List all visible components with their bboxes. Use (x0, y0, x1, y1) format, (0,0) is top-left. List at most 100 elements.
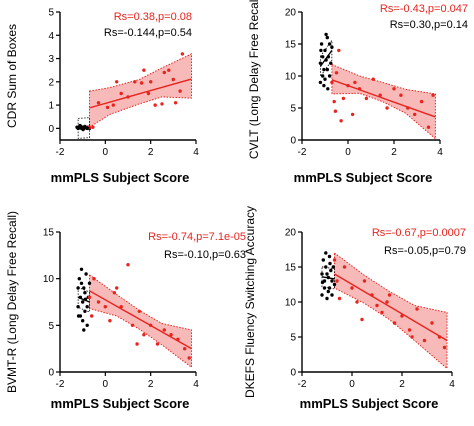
black-data-point (322, 286, 327, 290)
red-data-point (385, 300, 389, 304)
y-axis-title: CVLT (Long Delay Free Recall) (247, 0, 261, 159)
red-data-point (155, 342, 160, 346)
chart-panel-1: 0 1 2 3 4 5 -2 0 2 4 Rs=0.38,p=0.08 Rs=-0.144,p=0.5… (5, 8, 199, 186)
y-axis-title: BVMT-R (Long Delay Free Recall) (5, 211, 19, 393)
red-fit-line (89, 78, 192, 109)
red-data-point (180, 52, 185, 56)
stat-annotation-red: Rs=-0.74,p=7.1e-05 (148, 231, 246, 243)
black-data-point (324, 251, 328, 255)
black-data-point (327, 254, 332, 259)
black-data-point (76, 286, 80, 290)
black-data-point (330, 279, 334, 283)
y-tick-label: 15 (285, 40, 297, 51)
black-data-point (83, 291, 87, 295)
red-data-point (87, 295, 92, 299)
red-data-point (111, 103, 116, 107)
red-data-point (153, 103, 157, 107)
red-data-point (115, 80, 119, 84)
black-data-point (329, 61, 333, 65)
stat-annotation-black: Rs=-0.10,p=0.63 (164, 249, 246, 261)
x-tick-label: 0 (345, 147, 351, 158)
y-tick-label: 5 (48, 321, 54, 332)
y-tick-label: 0 (290, 368, 296, 379)
confidence-band (89, 273, 192, 369)
x-tick-label: 2 (148, 147, 154, 158)
black-data-point (85, 323, 89, 327)
black-confidence-band (321, 266, 335, 290)
red-data-point (171, 77, 175, 82)
red-data-point (410, 335, 414, 339)
black-data-point (76, 314, 81, 318)
red-data-point (133, 80, 137, 84)
black-data-point (324, 265, 328, 269)
y-axis-title: CDR Sum of Boxes (5, 24, 19, 128)
black-data-point (320, 272, 324, 276)
red-data-point (169, 333, 173, 337)
black-data-point (328, 261, 332, 266)
black-data-point (331, 265, 335, 269)
red-data-point (426, 125, 431, 129)
red-fit-line (334, 273, 448, 342)
red-data-point (187, 356, 191, 360)
black-data-point (330, 45, 334, 49)
black-data-point (79, 281, 84, 285)
x-tick-label: 4 (449, 379, 455, 390)
red-data-point (173, 101, 178, 105)
red-data-point (162, 70, 166, 75)
black-confidence-band (77, 286, 90, 313)
black-data-point (326, 289, 330, 294)
y-tick-label: 20 (285, 8, 297, 19)
red-data-point (387, 293, 392, 297)
y-tick-label: 20 (285, 228, 297, 239)
black-data-point (77, 277, 82, 281)
y-tick-label: 5 (290, 333, 296, 344)
red-data-point (375, 303, 379, 308)
y-tick-label: 5 (48, 8, 54, 19)
x-axis-title: mmPLS Subject Score (300, 396, 439, 411)
red-data-point (183, 347, 187, 351)
red-data-point (341, 96, 346, 101)
red-data-point (442, 345, 447, 350)
red-data-point (115, 286, 119, 290)
confidence-band (89, 53, 192, 129)
red-data-point (415, 307, 419, 311)
red-data-point (332, 99, 336, 104)
stat-annotation-red: Rs=-0.67,p=0.0007 (372, 227, 466, 239)
black-data-point (325, 296, 329, 301)
black-data-point (332, 282, 337, 287)
black-data-point (327, 42, 332, 46)
black-data-point (321, 258, 325, 262)
x-tick-label: 0 (349, 379, 355, 390)
x-tick-label: -2 (56, 147, 65, 158)
x-tick-label: 0 (103, 379, 109, 390)
black-data-point (324, 32, 328, 37)
stat-annotation-red: Rs=-0.43,p=0.047 (380, 3, 468, 15)
red-data-point (96, 300, 101, 304)
red-data-point (342, 265, 347, 269)
x-tick-label: -2 (56, 379, 65, 390)
red-data-point (162, 328, 166, 332)
red-data-point (126, 263, 130, 267)
red-data-point (90, 314, 94, 318)
x-tick-label: -2 (298, 147, 307, 158)
red-data-point (407, 328, 412, 332)
red-data-point (160, 102, 164, 106)
red-fit-line (331, 79, 436, 118)
red-data-point (178, 89, 182, 93)
black-data-point (82, 328, 86, 332)
y-tick-label: 4 (48, 31, 54, 42)
red-data-point (108, 319, 112, 323)
stat-annotation-red: Rs=0.38,p=0.08 (114, 11, 192, 23)
red-data-point (103, 305, 108, 309)
confidence-band (334, 252, 448, 370)
y-tick-label: 0 (48, 368, 54, 379)
black-data-point (320, 280, 325, 285)
black-data-point (323, 77, 327, 81)
y-tick-label: 0 (290, 136, 296, 147)
black-data-point (84, 272, 88, 276)
red-data-point (92, 277, 96, 281)
black-data-point (327, 74, 332, 78)
